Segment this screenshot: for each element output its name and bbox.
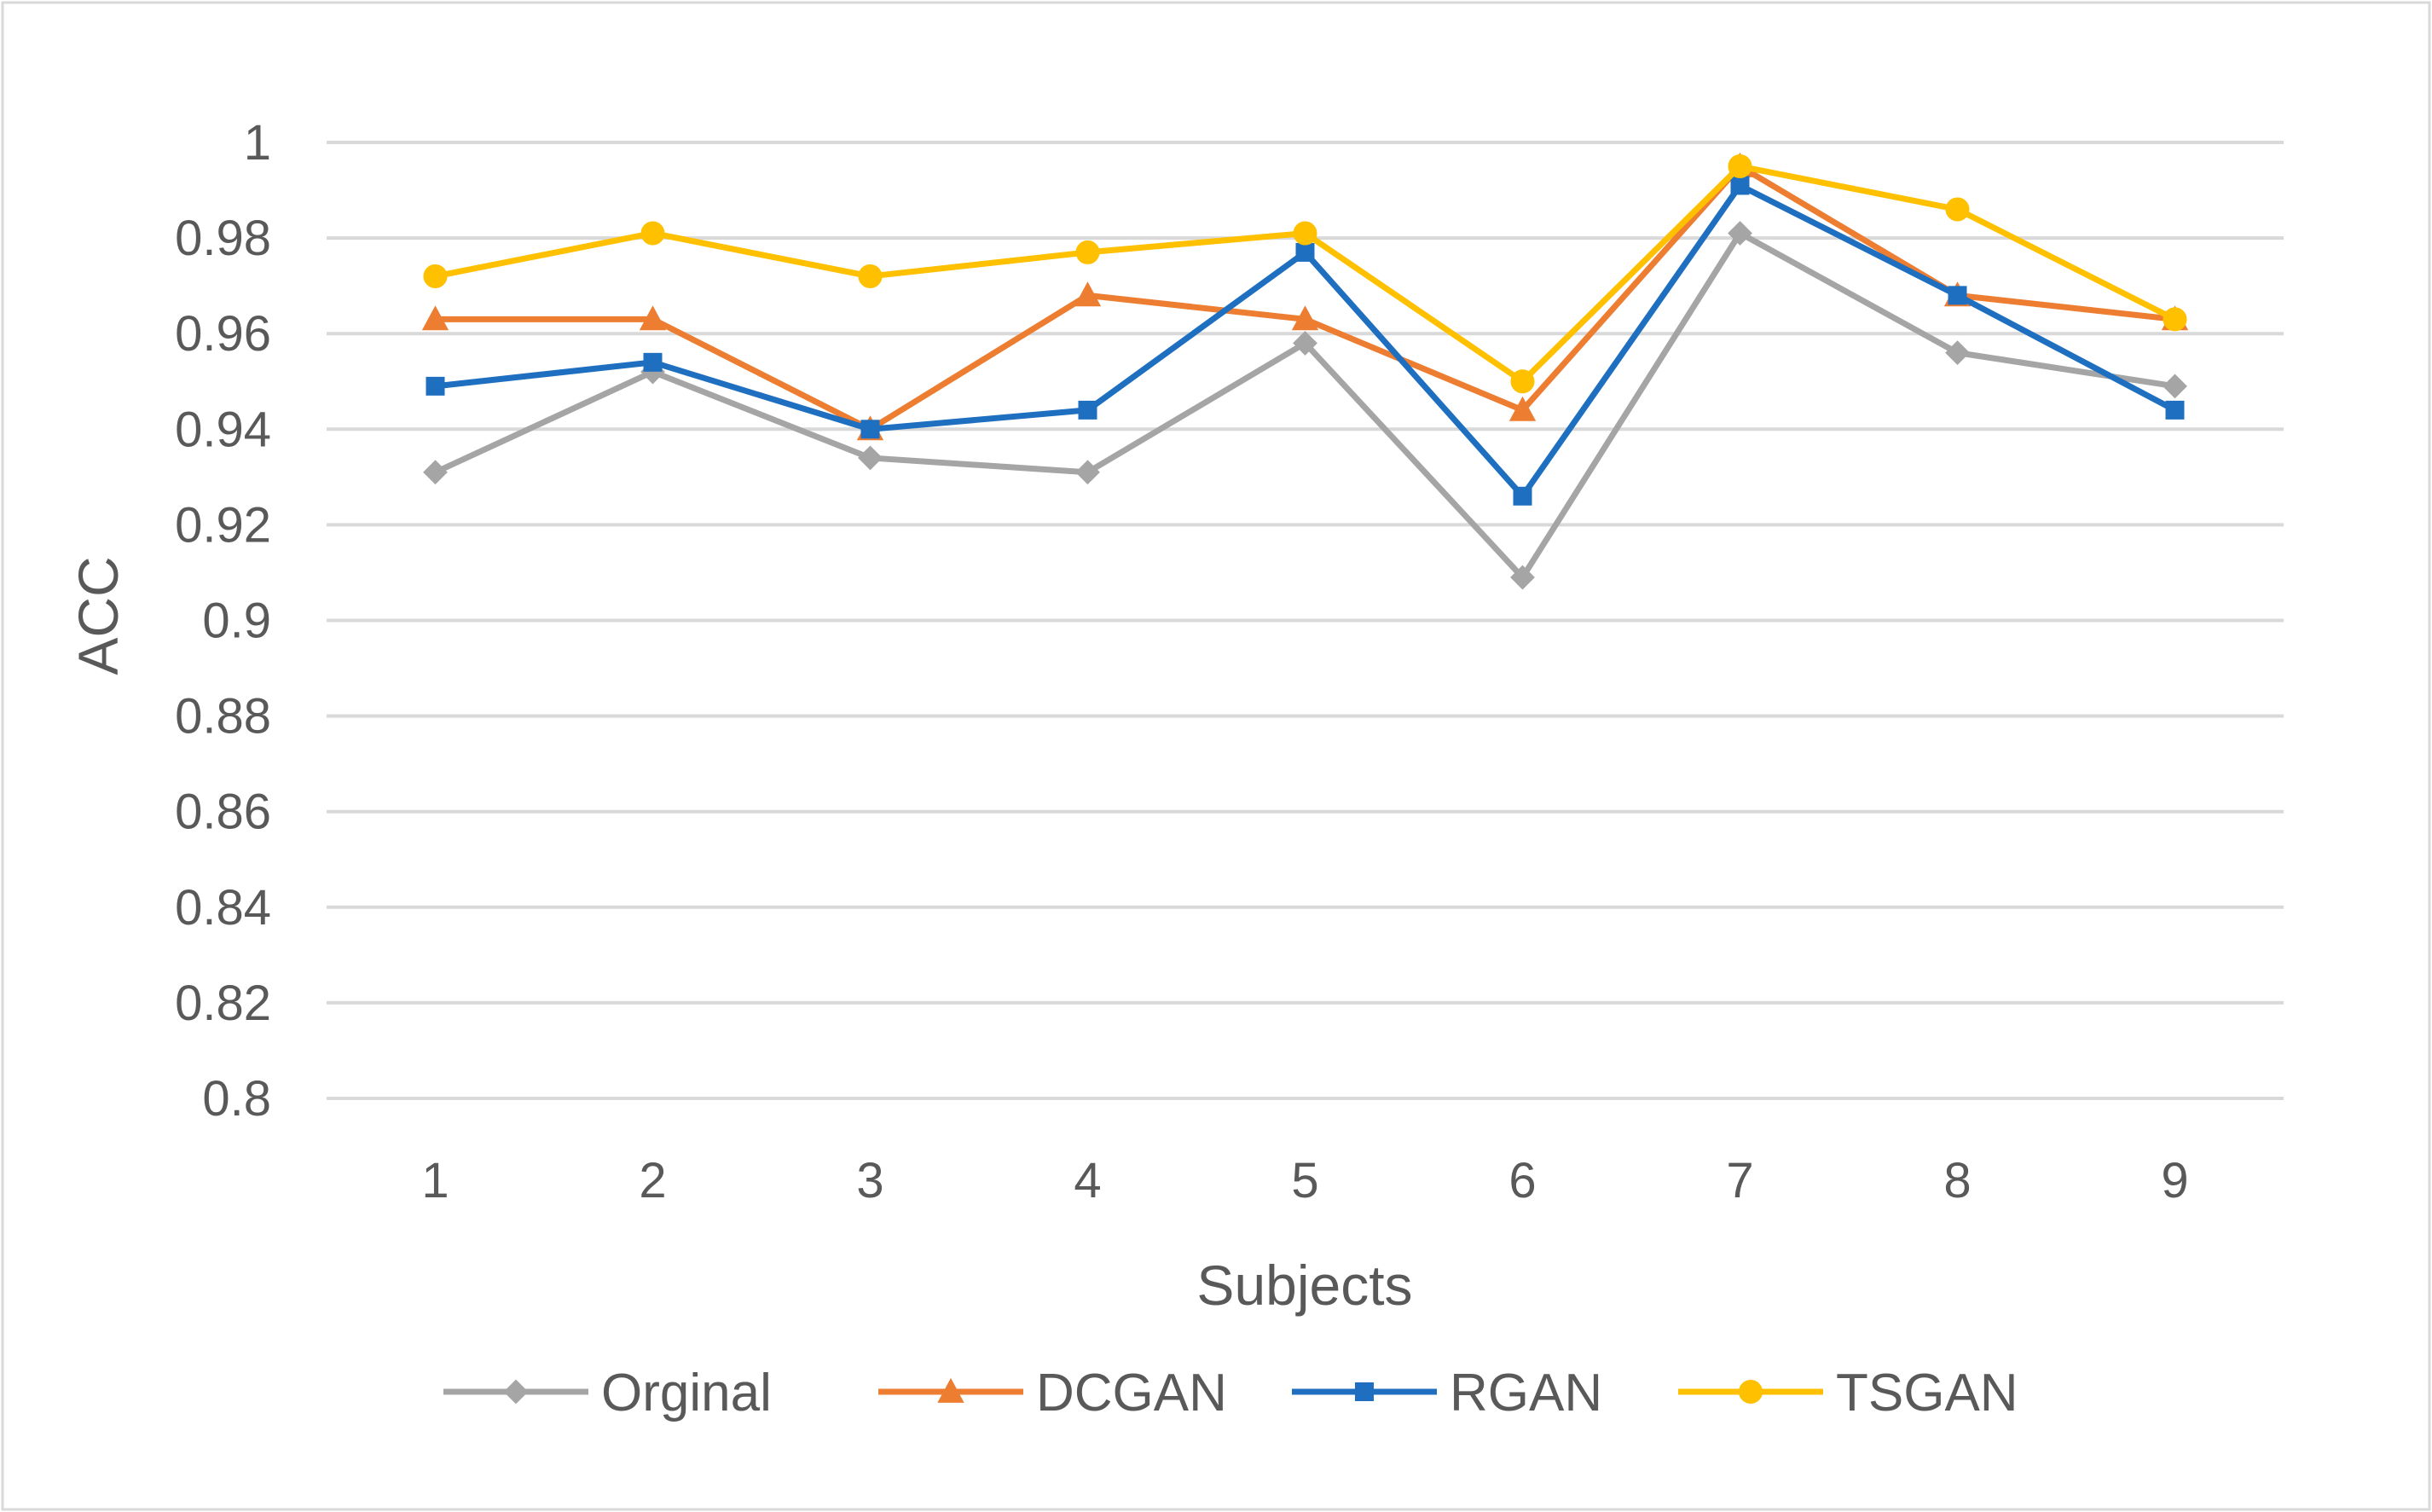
data-point-rgan — [426, 376, 445, 396]
data-point-dcgan — [1291, 305, 1319, 331]
data-point-orginal — [858, 445, 883, 471]
x-tick-label: 9 — [2161, 1153, 2188, 1208]
data-point-orginal — [1510, 565, 1535, 590]
data-point-rgan — [643, 352, 663, 372]
data-point-rgan — [860, 420, 880, 439]
data-point-rgan — [1513, 486, 1532, 506]
data-point-tsgan — [1945, 197, 1970, 222]
x-tick-label: 6 — [1508, 1153, 1536, 1208]
y-tick-label: 0.86 — [175, 785, 271, 840]
y-tick-label: 1 — [244, 115, 271, 171]
legend-swatch-marker — [1355, 1382, 1374, 1401]
legend: Orginal DCGAN RGAN TSGAN — [443, 1364, 2018, 1422]
y-tick-label: 0.92 — [175, 497, 271, 553]
data-point-orginal — [2163, 374, 2187, 399]
data-point-rgan — [1730, 176, 1750, 195]
legend-label: TSGAN — [1836, 1364, 2018, 1422]
data-point-tsgan — [1728, 154, 1752, 179]
x-axis-ticks: 1 2 3 4 5 6 7 8 9 — [421, 1153, 2188, 1208]
data-point-orginal — [1293, 330, 1317, 356]
legend-swatch-marker — [937, 1377, 964, 1403]
y-tick-label: 0.96 — [175, 306, 271, 362]
series-orginal — [423, 221, 2187, 590]
data-point-dcgan — [421, 305, 449, 331]
data-point-tsgan — [1510, 369, 1535, 394]
y-tick-label: 0.98 — [175, 211, 271, 266]
data-point-tsgan — [1075, 240, 1100, 264]
y-tick-label: 0.84 — [175, 880, 271, 936]
data-point-rgan — [1948, 286, 1967, 305]
legend-label: Orginal — [601, 1364, 772, 1422]
x-tick-label: 7 — [1726, 1153, 1753, 1208]
data-point-tsgan — [640, 221, 665, 246]
data-point-orginal — [423, 460, 448, 485]
x-axis-title: Subjects — [1196, 1254, 1412, 1317]
y-tick-label: 0.8 — [202, 1071, 271, 1127]
legend-entry-rgan: RGAN — [1292, 1364, 1602, 1422]
data-point-orginal — [1075, 460, 1100, 485]
data-point-tsgan — [858, 264, 883, 288]
legend-entry-dcgan: DCGAN — [878, 1364, 1227, 1422]
data-point-tsgan — [1293, 221, 1317, 246]
data-point-orginal — [1728, 221, 1752, 246]
data-point-tsgan — [2163, 307, 2187, 332]
x-tick-label: 4 — [1074, 1153, 1101, 1208]
legend-label: DCGAN — [1036, 1364, 1227, 1422]
y-tick-label: 0.82 — [175, 976, 271, 1031]
y-axis-title: ACC — [67, 556, 130, 675]
x-tick-label: 2 — [639, 1153, 666, 1208]
y-axis-ticks: 0.8 0.82 0.84 0.86 0.88 0.9 0.92 0.94 0.96 0.98 1 — [175, 115, 271, 1127]
data-point-tsgan — [423, 264, 448, 288]
legend-entry-tsgan: TSGAN — [1678, 1364, 2018, 1422]
y-tick-label: 0.94 — [175, 402, 271, 457]
legend-swatch-marker — [503, 1379, 529, 1405]
data-point-rgan — [1078, 400, 1097, 420]
legend-swatch-marker — [1739, 1380, 1763, 1404]
x-tick-label: 3 — [856, 1153, 883, 1208]
data-point-dcgan — [639, 305, 667, 331]
data-point-rgan — [2165, 400, 2185, 420]
data-point-rgan — [1295, 242, 1315, 262]
x-tick-label: 8 — [1943, 1153, 1971, 1208]
series-group — [421, 152, 2189, 590]
data-point-dcgan — [1074, 281, 1102, 307]
data-point-orginal — [1945, 340, 1970, 366]
y-tick-label: 0.9 — [202, 594, 271, 649]
x-tick-label: 5 — [1291, 1153, 1318, 1208]
legend-label: RGAN — [1450, 1364, 1602, 1422]
data-point-dcgan — [1508, 396, 1537, 421]
series-tsgan — [423, 154, 2187, 394]
legend-entry-orginal: Orginal — [443, 1364, 772, 1422]
y-tick-label: 0.88 — [175, 689, 271, 744]
x-tick-label: 1 — [421, 1153, 449, 1208]
